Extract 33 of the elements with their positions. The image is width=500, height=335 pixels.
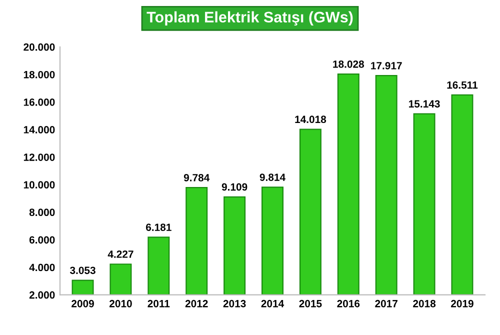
y-tick-label: 14.000 (24, 126, 55, 134)
data-label: 15.143 (409, 100, 440, 108)
y-tick-label: 16.000 (24, 98, 55, 106)
x-tick-label: 2012 (185, 300, 208, 308)
x-tick-label: 2011 (148, 300, 170, 308)
x-tick-label: 2009 (72, 300, 94, 308)
y-tick-label: 20.000 (24, 43, 55, 51)
data-label: 16.511 (447, 81, 478, 89)
data-label: 18.028 (333, 60, 364, 68)
x-tick-label: 2013 (223, 300, 246, 308)
y-tick-label: 8.000 (29, 208, 55, 216)
y-tick-label: 10.000 (24, 181, 55, 188)
data-label: 17.917 (371, 62, 402, 70)
data-label: 4.227 (108, 250, 134, 258)
data-label: 9.784 (184, 174, 210, 182)
y-tick-label: 2.000 (29, 291, 55, 299)
data-label: 9.109 (222, 183, 248, 191)
x-tick-label: 2017 (375, 300, 398, 308)
y-tick-label: 4.000 (29, 264, 55, 272)
data-label: 6.181 (146, 224, 172, 231)
x-tick-label: 2014 (261, 300, 284, 308)
x-tick-label: 2019 (451, 300, 474, 308)
y-tick-label: 6.000 (29, 236, 55, 244)
x-tick-label: 2015 (299, 300, 322, 308)
data-label: 14.018 (295, 116, 326, 124)
x-tick-label: 2018 (413, 300, 436, 308)
y-tick-label: 12.000 (24, 154, 55, 161)
y-tick-label: 18.000 (24, 70, 55, 78)
x-tick-label: 2016 (337, 300, 360, 308)
x-tick-label: 2010 (109, 300, 132, 308)
data-label: 9.814 (260, 174, 286, 181)
chart-title: Toplam Elektrik Satışı (GWs) (146, 11, 353, 26)
data-label: 3.053 (70, 266, 96, 274)
